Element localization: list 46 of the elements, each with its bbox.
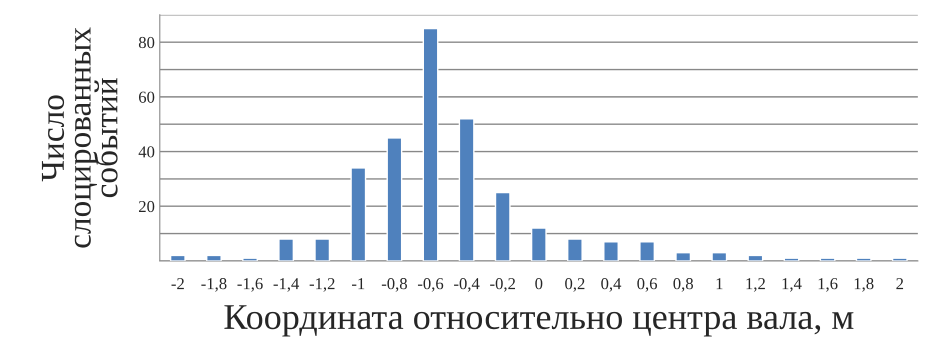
- y-tick-label: 20: [138, 200, 154, 212]
- x-tick-label: 1,6: [818, 278, 838, 292]
- bar: [567, 238, 583, 261]
- bar: [675, 252, 692, 261]
- x-tick-label: 0,6: [637, 278, 658, 292]
- bar: [639, 241, 656, 261]
- x-tick-label: 1,4: [782, 278, 802, 292]
- x-tick-label: -0,6: [418, 278, 444, 292]
- x-tick-label: -1,8: [201, 278, 226, 292]
- bar: [530, 227, 547, 261]
- x-tick-label: -2: [172, 278, 184, 290]
- x-tick-label: -1: [352, 278, 364, 290]
- bar: [278, 238, 294, 261]
- x-tick-label: 1,2: [746, 278, 765, 292]
- y-tick-label: 40: [138, 146, 154, 158]
- bar: [170, 254, 186, 261]
- bar: [206, 254, 222, 261]
- bar: [422, 28, 438, 261]
- y-tick-label: 80: [138, 36, 154, 48]
- x-tick-label: -0,2: [490, 278, 515, 292]
- bar: [350, 167, 366, 261]
- bar: [603, 241, 619, 261]
- y-tick-label: 60: [138, 92, 154, 103]
- bar: [711, 252, 728, 261]
- x-axis-title: Координата относительно центра вала, м: [224, 305, 854, 337]
- bar: [242, 257, 258, 261]
- x-tick-label: 0,4: [601, 278, 622, 292]
- x-tick-label: 2: [896, 278, 904, 290]
- bar: [314, 238, 330, 261]
- x-tick-label: 1,8: [854, 278, 874, 292]
- x-tick-label: -0,4: [454, 278, 480, 292]
- x-tick-label: -0,8: [382, 278, 407, 292]
- bar: [458, 118, 475, 261]
- bar: [494, 192, 511, 261]
- bar: [747, 254, 764, 261]
- x-tick-label: 0,8: [673, 278, 693, 292]
- bar: [386, 137, 402, 261]
- x-tick-label: 1: [716, 278, 722, 290]
- y-axis-title: Число слоцированных событий: [42, 27, 118, 248]
- x-tick-label: 0: [535, 278, 542, 290]
- x-tick-label: -1,4: [274, 278, 300, 292]
- x-tick-label: 0,2: [565, 278, 584, 292]
- bar: [820, 257, 836, 261]
- bar: [784, 257, 800, 261]
- x-tick-label: -1,6: [237, 278, 263, 292]
- x-tick-label: -1,2: [310, 278, 335, 292]
